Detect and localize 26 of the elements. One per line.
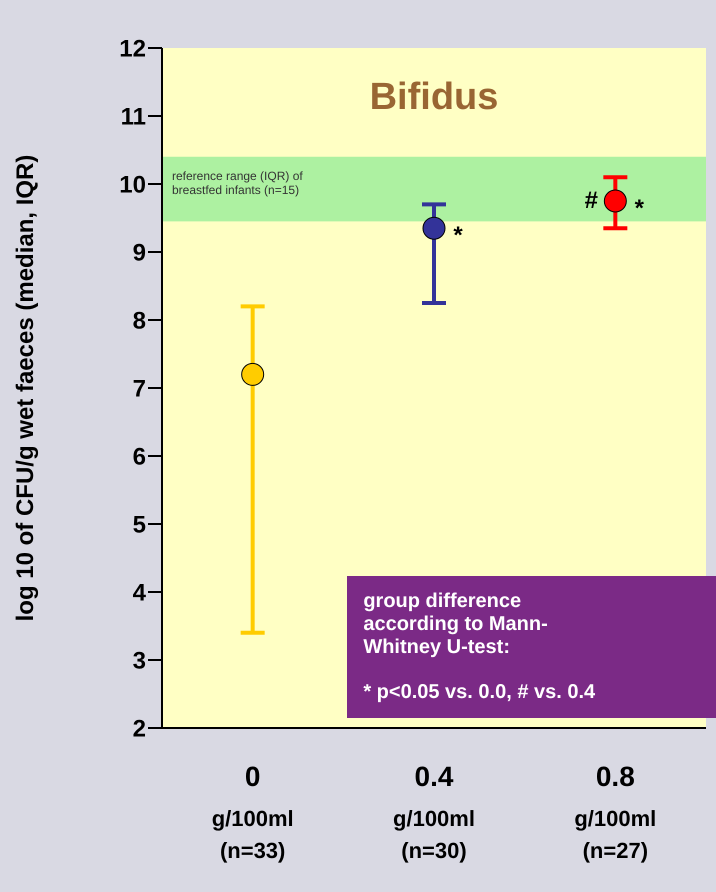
note-box: group difference according to Mann-Whitney U-test: * p<0.05 vs. 0.0, # vs. 0.4: [347, 576, 716, 718]
y-axis-title: log 10 of CFU/g wet faeces (median, IQR): [12, 154, 40, 622]
y-tick-label: 5: [132, 512, 146, 539]
y-tick-label: 12: [119, 36, 146, 63]
x-tick-label: 0 g/100ml (n=33): [212, 761, 294, 863]
x-tick-label: 0.8 g/100ml (n=27): [574, 761, 656, 863]
y-tick-label: 11: [120, 104, 146, 131]
text: Bifidus: [368, 76, 500, 119]
annotation: group difference according to Mann-Whitney U-test:: [363, 590, 549, 659]
y-tick-label: 10: [119, 172, 146, 199]
annotation: *: [634, 195, 644, 223]
annotation: * p<0.05 vs. 0.0, # vs. 0.4: [363, 681, 596, 704]
annotation: *: [453, 222, 463, 250]
y-tick-label: 4: [132, 580, 147, 607]
point: [241, 362, 264, 386]
point: [604, 190, 627, 212]
annotation: #: [584, 187, 598, 215]
y-tick-label: 9: [132, 240, 146, 267]
point: [422, 216, 446, 240]
band-label: reference range (IQR) of breastfed infants (n=15): [172, 168, 304, 197]
y-tick-label: 2: [132, 716, 146, 743]
x-tick-label: 0.4 g/100ml (n=30): [393, 761, 475, 863]
y-tick-label: 8: [132, 308, 146, 335]
y-tick-label: 6: [132, 444, 146, 471]
y-tick-label: 7: [132, 376, 146, 403]
y-tick-label: 3: [132, 648, 146, 675]
